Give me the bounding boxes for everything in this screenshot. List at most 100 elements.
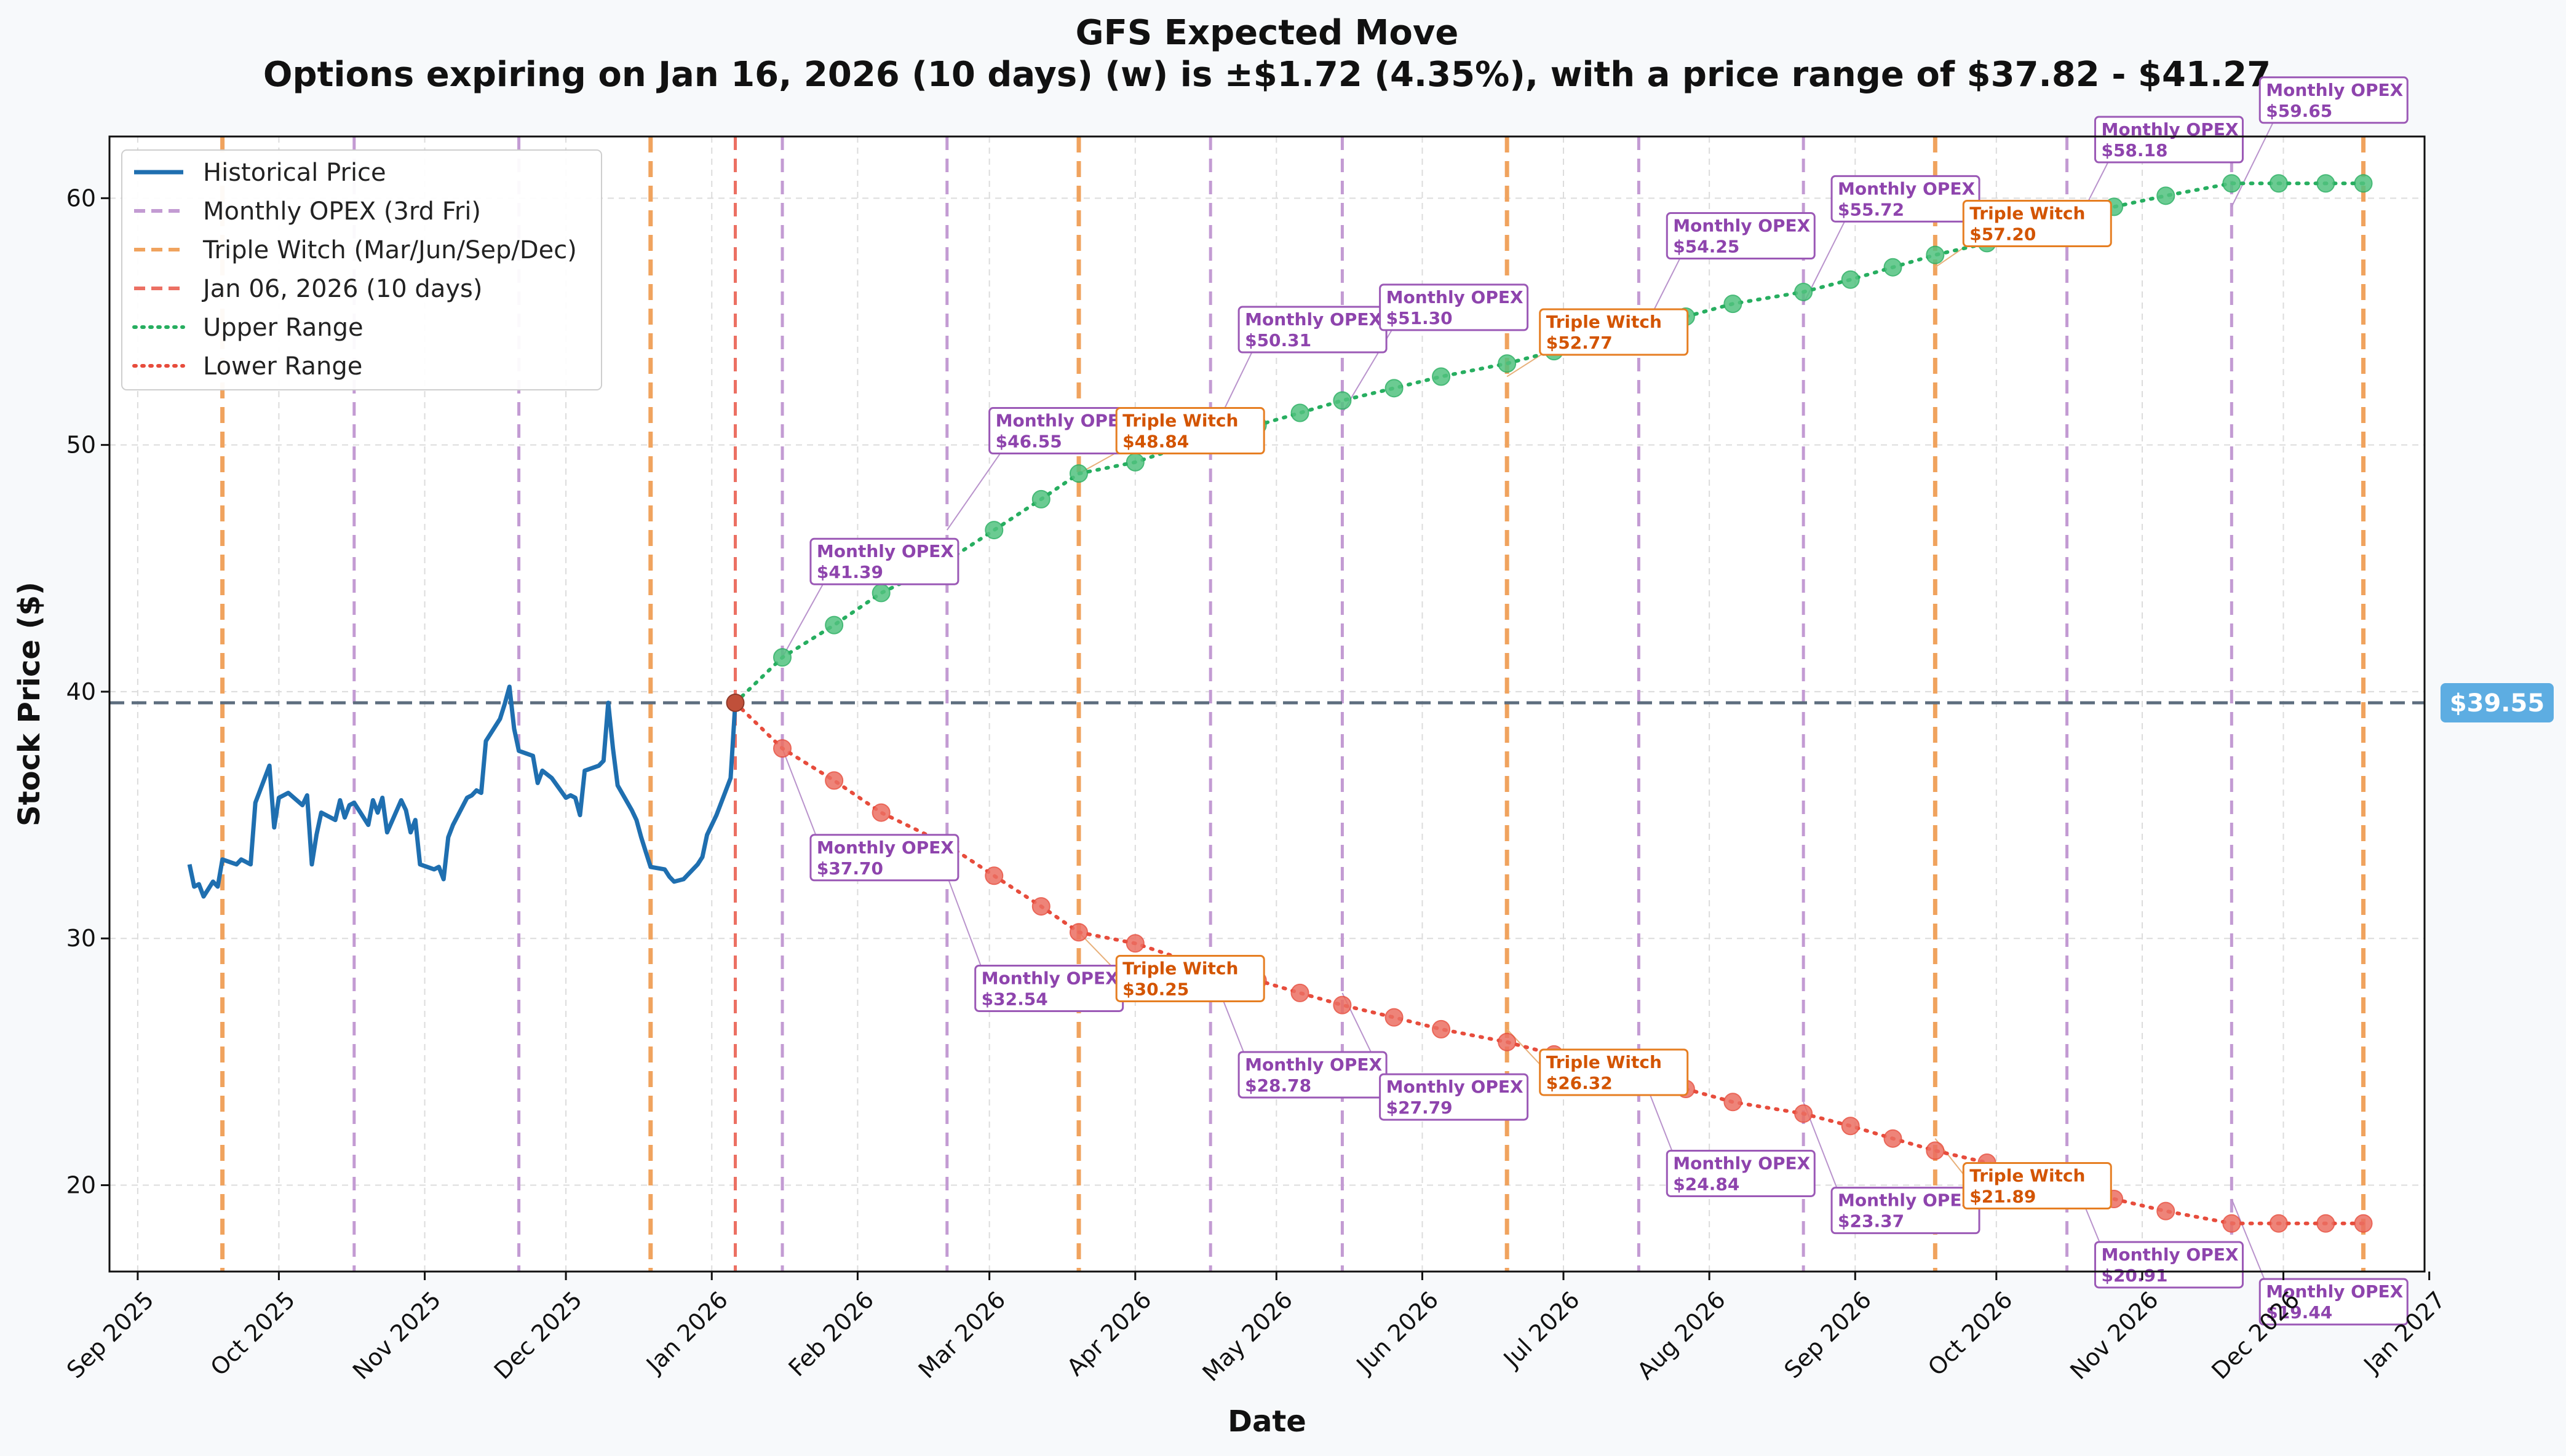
upper-range-point (872, 584, 891, 603)
y-tick-label: 50 (66, 432, 96, 459)
upper-range-point (1069, 464, 1088, 483)
lower-range-point (1069, 923, 1088, 942)
annotation-label: Monthly OPEX$46.55 (988, 407, 1138, 455)
price-tag-box (2441, 682, 2554, 722)
lower-range-point (2269, 1214, 2288, 1233)
annotation-title: Monthly OPEX (1673, 216, 1810, 236)
annotation-value: $23.37 (1838, 1211, 1904, 1232)
upper-range-point (1333, 391, 1352, 410)
annotation-value: $58.18 (2101, 140, 2167, 160)
annotation-title: Monthly OPEX (2266, 1281, 2403, 1302)
x-axis-label: Date (1228, 1404, 1306, 1439)
chart-title: GFS Expected Move (1076, 13, 1459, 53)
annotation-label: Triple Witch$48.84 (1115, 407, 1265, 455)
annotation-box (809, 834, 959, 882)
lower-range-point (2316, 1214, 2335, 1233)
annotation-title: Triple Witch (1546, 1052, 1662, 1072)
annotation-label: Triple Witch$57.20 (1962, 199, 2112, 247)
upper-range-point (1126, 453, 1145, 472)
lower-range-point (1841, 1117, 1860, 1136)
annotation-label: Monthly OPEX$54.25 (1666, 212, 1816, 260)
annotation-box (2258, 1278, 2409, 1326)
annotation-value: $21.89 (1969, 1187, 2036, 1207)
lower-range-point (1794, 1104, 1813, 1123)
annotation-value: $57.20 (1969, 224, 2036, 244)
annotation-title: Monthly OPEX (1386, 1077, 1523, 1097)
annotation-value: $37.70 (817, 858, 883, 879)
chart-subtitle: Options expiring on Jan 16, 2026 (10 day… (263, 55, 2271, 95)
annotation-title: Triple Witch (1969, 203, 2085, 223)
annotation-label: Monthly OPEX$55.72 (1830, 175, 1980, 223)
annotation-box (1666, 1149, 1816, 1197)
annotation-title: Triple Witch (1122, 411, 1238, 431)
upper-range-point (1723, 295, 1742, 314)
lower-range-point (1723, 1093, 1742, 1112)
annotation-value: $54.25 (1673, 237, 1739, 257)
annotation-box (1115, 407, 1265, 455)
annotation-value: $59.65 (2266, 101, 2332, 121)
lower-range-point (2354, 1214, 2373, 1233)
legend-label: Triple Witch (Mar/Jun/Sep/Dec) (202, 236, 577, 264)
legend-label: Jan 06, 2026 (10 days) (201, 275, 482, 303)
upper-range-point (2269, 174, 2288, 193)
upper-range-point (2354, 174, 2373, 193)
upper-range-point (2156, 186, 2175, 205)
annotation-title: Monthly OPEX (1838, 178, 1975, 199)
legend: Historical Price Monthly OPEX (3rd Fri) Tr… (121, 149, 602, 390)
annotation-title: Monthly OPEX (1673, 1153, 1810, 1173)
annotation-title: Triple Witch (1122, 958, 1238, 978)
annotation-label: Monthly OPEX$41.39 (809, 537, 959, 585)
legend-label: Historical Price (203, 159, 386, 187)
annotation-title: Triple Witch (1546, 312, 1662, 332)
annotation-title: Monthly OPEX (2101, 1244, 2238, 1265)
annotation-box (1379, 1073, 1529, 1121)
upper-range-point (1031, 489, 1051, 508)
lower-range-point (1883, 1129, 1902, 1148)
annotation-label: Monthly OPEX$24.84 (1666, 1149, 1816, 1197)
upper-range-point (1926, 245, 1945, 264)
upper-range-point (773, 648, 792, 667)
legend-label: Upper Range (203, 314, 363, 342)
annotation-label: Monthly OPEX$59.65 (2258, 76, 2409, 124)
y-tick-label: 40 (66, 678, 96, 705)
annotation-label: Triple Witch$21.89 (1962, 1162, 2112, 1210)
annotation-label: Monthly OPEX$19.44 (2258, 1278, 2409, 1326)
annotation-title: Monthly OPEX (1245, 309, 1382, 330)
annotation-label: Monthly OPEX$32.54 (974, 965, 1124, 1012)
lower-range-point (825, 771, 844, 790)
annotation-box (1115, 954, 1265, 1002)
annotation-label: Triple Witch$52.77 (1539, 308, 1689, 356)
annotation-label: Monthly OPEX$27.79 (1379, 1073, 1529, 1121)
historical-price-line (187, 684, 737, 899)
upper-range-point (1290, 403, 1309, 422)
current-price-point (726, 693, 745, 712)
annotation-connector (946, 441, 1009, 531)
annotation-value: $20.91 (2101, 1265, 2167, 1286)
lower-range-point (1926, 1141, 1945, 1160)
y-tick-label: 20 (66, 1172, 96, 1199)
annotation-title: Monthly OPEX (982, 968, 1119, 989)
annotation-box (1539, 1048, 1689, 1096)
annotation-box (1830, 1187, 1980, 1235)
annotation-connector (782, 572, 830, 658)
annotation-value: $52.77 (1546, 333, 1613, 353)
lower-range-point (985, 866, 1004, 885)
annotation-title: Monthly OPEX (817, 837, 954, 858)
annotation-title: Monthly OPEX (1386, 287, 1523, 307)
annotation-value: $28.78 (1245, 1075, 1311, 1096)
lower-range-point (2222, 1214, 2241, 1233)
annotation-label: Triple Witch$26.32 (1539, 1048, 1689, 1096)
annotation-value: $55.72 (1838, 199, 1904, 220)
annotation-box (1962, 199, 2112, 247)
annotation-value: $19.44 (2266, 1302, 2332, 1323)
annotation-connector (1341, 318, 1399, 413)
upper-range-point (985, 521, 1004, 540)
annotation-box (1830, 175, 1980, 223)
annotation-title: Monthly OPEX (1245, 1054, 1382, 1075)
annotation-value: $30.25 (1122, 979, 1189, 999)
annotation-value: $26.32 (1546, 1073, 1613, 1093)
annotation-title: Monthly OPEX (996, 411, 1133, 431)
lower-range-point (1333, 995, 1352, 1015)
annotation-value: $50.31 (1245, 330, 1311, 350)
annotation-title: Monthly OPEX (817, 541, 954, 561)
